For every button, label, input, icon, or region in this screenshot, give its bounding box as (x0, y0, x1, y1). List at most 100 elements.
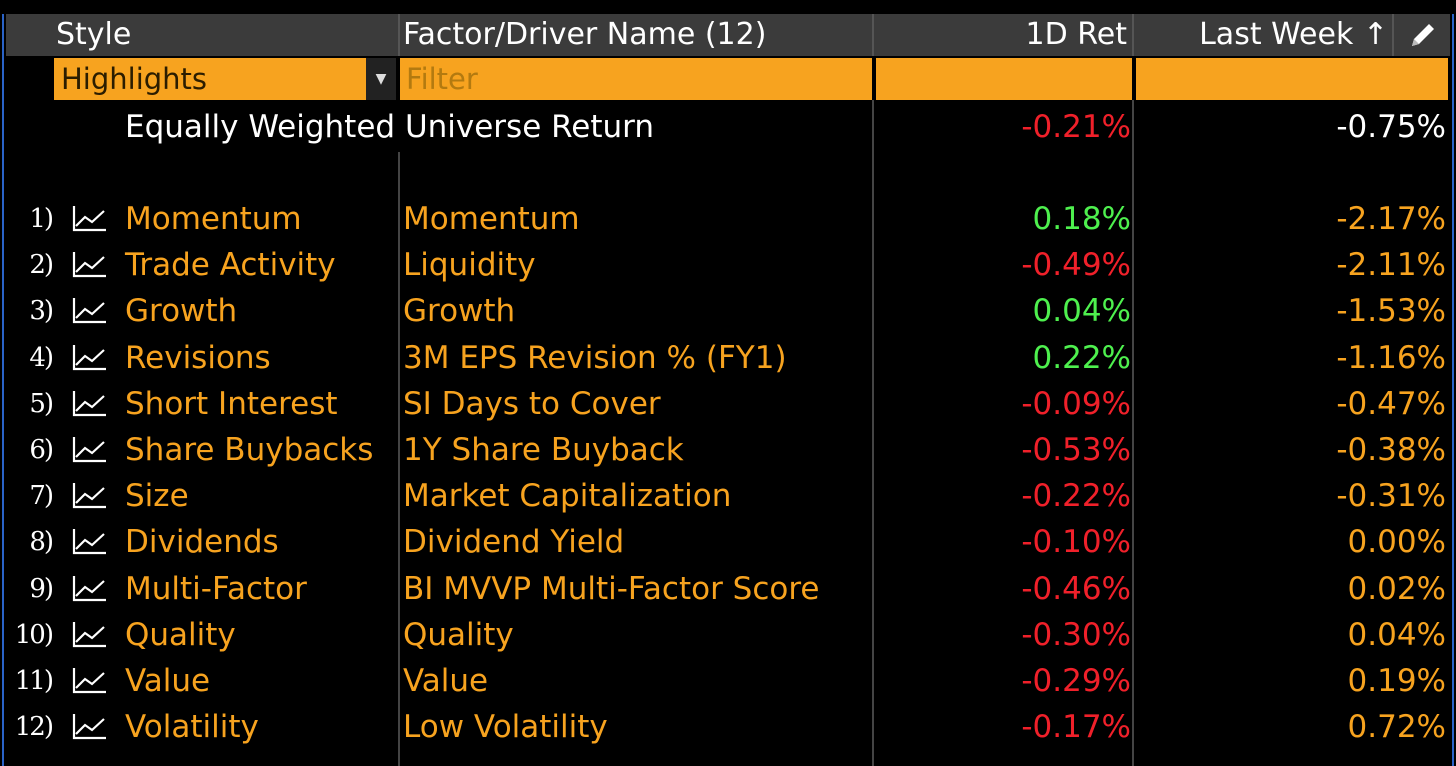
column-header-style[interactable]: Style (6, 14, 398, 56)
column-divider (398, 152, 400, 766)
ret-1d-value: -0.22% (1021, 478, 1131, 515)
table-row[interactable]: 7) Size Market Capitalization -0.22% -0.31% (0, 473, 1456, 519)
ret-1d-value: 0.22% (1032, 339, 1131, 376)
ret-1d-value: -0.09% (1021, 385, 1131, 422)
universe-label: Equally Weighted Universe Return (125, 109, 654, 145)
chart-icon[interactable] (70, 341, 110, 375)
style-select-value: Highlights (61, 62, 208, 96)
column-header-factor-label: Factor/Driver Name (12) (403, 17, 767, 52)
factor-name: 3M EPS Revision % (FY1) (403, 339, 787, 376)
table-row[interactable]: 6) Share Buybacks 1Y Share Buyback -0.53% -0… (0, 427, 1456, 473)
row-number: 7) (29, 481, 54, 512)
ret-1d-value: -0.53% (1021, 432, 1131, 468)
ret-1d-value: 0.18% (1032, 201, 1131, 237)
universe-last-week: -0.75% (1336, 109, 1446, 145)
column-header-factor[interactable]: Factor/Driver Name (12) (400, 14, 872, 56)
factor-name: Low Volatility (403, 709, 608, 746)
factor-name: Quality (403, 616, 514, 653)
column-header-1d-ret[interactable]: 1D Ret (874, 14, 1132, 56)
factor-name: Value (403, 663, 489, 699)
row-number: 5) (29, 388, 54, 419)
universe-1d-ret: -0.21% (1021, 109, 1131, 145)
header-divider (1392, 14, 1394, 56)
row-number: 3) (29, 296, 54, 327)
row-number: 11) (14, 666, 54, 696)
last-week-value: -1.53% (1336, 293, 1446, 330)
style-name[interactable]: Growth (125, 293, 238, 330)
table-row[interactable]: 10) Quality Quality -0.30% 0.04% (0, 612, 1456, 658)
chart-icon[interactable] (70, 572, 110, 606)
table-row[interactable]: 1) Momentum Momentum 0.18% -2.17% (0, 196, 1456, 242)
table-row[interactable]: 3) Growth Growth 0.04% -1.53% (0, 288, 1456, 334)
style-name[interactable]: Share Buybacks (125, 432, 374, 468)
chart-icon[interactable] (70, 525, 110, 559)
last-week-value: -2.11% (1336, 247, 1446, 284)
ret-1d-value: -0.10% (1021, 524, 1131, 561)
style-name[interactable]: Quality (125, 616, 236, 653)
style-name[interactable]: Revisions (125, 339, 271, 376)
style-name[interactable]: Multi-Factor (125, 570, 307, 607)
last-week-value: 0.00% (1347, 524, 1446, 561)
header-divider (1132, 14, 1134, 56)
column-header-1d-ret-label: 1D Ret (1025, 17, 1127, 52)
table-row[interactable]: 5) Short Interest SI Days to Cover -0.09% -0… (0, 381, 1456, 427)
style-select[interactable]: Highlights (54, 58, 366, 100)
chart-icon[interactable] (70, 710, 110, 744)
table-row[interactable]: 12) Volatility Low Volatility -0.17% 0.72% (0, 704, 1456, 750)
lastweek-filter-input[interactable] (1136, 58, 1448, 100)
style-name[interactable]: Volatility (125, 709, 259, 746)
factor-filter-input[interactable]: Filter (400, 58, 872, 100)
column-header-last-week[interactable]: Last Week ↑ (1134, 14, 1392, 56)
style-name[interactable]: Value (125, 663, 211, 699)
style-name[interactable]: Dividends (125, 524, 279, 561)
ret-1d-value: -0.29% (1021, 663, 1131, 699)
table-row[interactable]: 4) Revisions 3M EPS Revision % (FY1) 0.22% -… (0, 335, 1456, 381)
factor-name: 1Y Share Buyback (403, 432, 684, 468)
table-row[interactable]: 2) Trade Activity Liquidity -0.49% -2.11% (0, 242, 1456, 288)
chart-icon[interactable] (70, 433, 110, 467)
factor-name: Momentum (403, 201, 580, 237)
row-number: 8) (29, 527, 54, 558)
row-number: 2) (29, 250, 54, 281)
style-name[interactable]: Momentum (125, 201, 302, 237)
style-name[interactable]: Trade Activity (125, 247, 336, 284)
chart-icon[interactable] (70, 618, 110, 652)
table-row[interactable]: 11) Value Value -0.29% 0.19% (0, 658, 1456, 704)
chart-icon[interactable] (70, 294, 110, 328)
ret-1d-value: -0.17% (1021, 709, 1131, 746)
edit-columns-button[interactable] (1394, 14, 1450, 56)
chart-icon[interactable] (70, 479, 110, 513)
last-week-value: 0.02% (1347, 570, 1446, 607)
chart-icon[interactable] (70, 202, 110, 236)
last-week-value: -2.17% (1336, 201, 1446, 237)
header-divider (872, 14, 874, 56)
row-number: 1) (29, 204, 54, 234)
last-week-value: -0.31% (1336, 478, 1446, 515)
table-row[interactable]: 9) Multi-Factor BI MVVP Multi-Factor Score… (0, 566, 1456, 612)
column-header-last-week-label: Last Week ↑ (1199, 17, 1388, 52)
last-week-value: -1.16% (1336, 339, 1446, 376)
ret-1d-value: -0.49% (1021, 247, 1131, 284)
top-edge (0, 0, 1456, 14)
last-week-value: -0.47% (1336, 385, 1446, 422)
factor-name: SI Days to Cover (403, 385, 661, 422)
chevron-down-icon[interactable]: ▼ (366, 58, 396, 100)
universe-row[interactable]: Equally Weighted Universe Return -0.21% … (0, 104, 1456, 150)
style-name[interactable]: Size (125, 478, 189, 515)
last-week-value: -0.38% (1336, 432, 1446, 468)
header-divider (398, 14, 400, 56)
row-number: 10) (14, 619, 54, 650)
chart-icon[interactable] (70, 248, 110, 282)
ret-1d-value: -0.46% (1021, 570, 1131, 607)
ret-1d-value: 0.04% (1032, 293, 1131, 330)
column-header-style-label: Style (56, 17, 132, 52)
factor-name: Dividend Yield (403, 524, 625, 561)
ret-1d-value: -0.30% (1021, 616, 1131, 653)
chart-icon[interactable] (70, 387, 110, 421)
style-name[interactable]: Short Interest (125, 385, 338, 422)
row-number: 4) (29, 342, 54, 373)
table-row[interactable]: 8) Dividends Dividend Yield -0.10% 0.00% (0, 519, 1456, 565)
ret1d-filter-input[interactable] (876, 58, 1132, 100)
column-divider (1132, 100, 1134, 766)
chart-icon[interactable] (70, 664, 110, 698)
